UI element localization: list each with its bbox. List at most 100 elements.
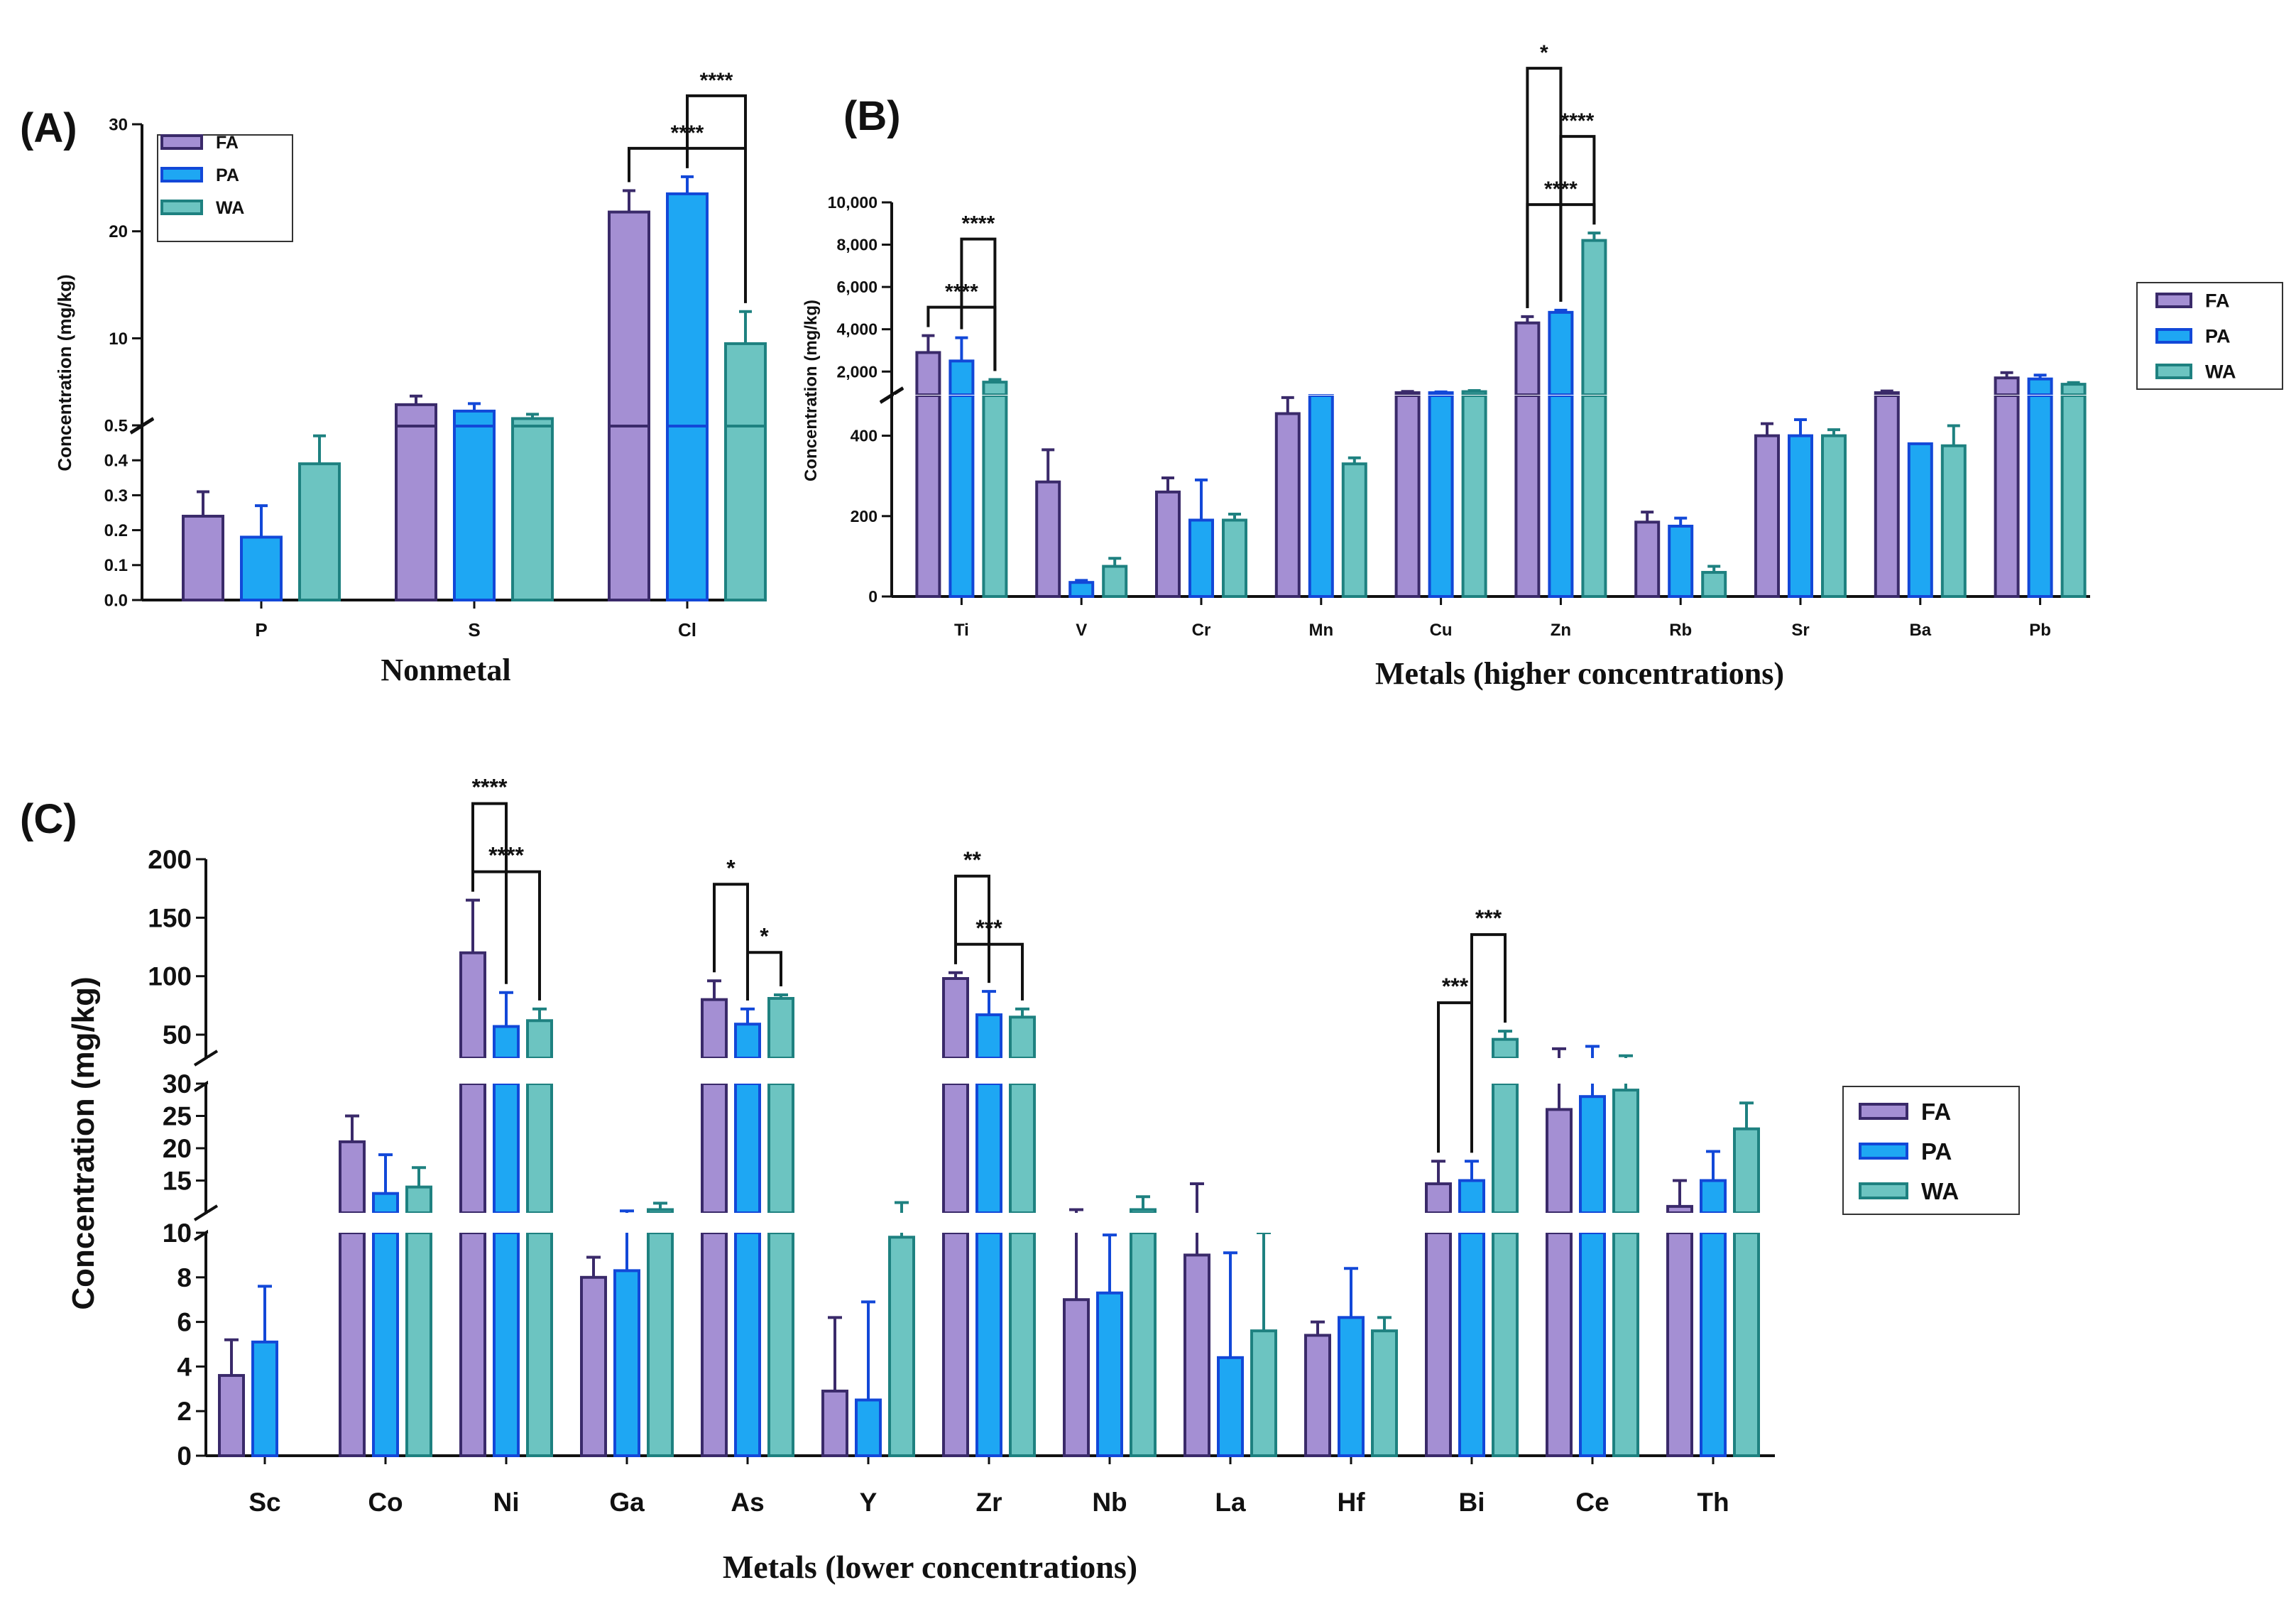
y-tick-label: 0 <box>868 587 878 606</box>
bar-pa-cr <box>1188 518 1214 599</box>
significance-bracket-as <box>713 883 749 1001</box>
category-label-cu: Cu <box>1430 621 1453 640</box>
bar-wa-pb <box>2060 394 2087 598</box>
bar-wa-cr <box>1222 518 1247 599</box>
category-label-s: S <box>468 619 480 641</box>
category-label-as: As <box>731 1488 764 1517</box>
bar-fa-bi <box>1425 1231 1452 1457</box>
bar-wa-p <box>298 462 341 601</box>
legend-swatch-pa <box>1859 1143 1908 1160</box>
legend-label-fa: FA <box>2205 290 2230 312</box>
y-tick-label: 0.3 <box>104 486 128 506</box>
bar-pa-zr <box>975 1231 1002 1457</box>
bar-fa-ga <box>580 1275 607 1458</box>
bar-wa-mn <box>1341 462 1367 598</box>
category-label-rb: Rb <box>1669 621 1692 640</box>
bar-wa-nb <box>1130 1208 1157 1214</box>
bar-fa-th <box>1666 1204 1693 1215</box>
axis-break-gap <box>208 1213 1777 1233</box>
bar-fa-pb <box>1994 376 2020 397</box>
bar-wa-th <box>1733 1127 1760 1214</box>
legend-box <box>157 134 293 242</box>
y-tick-label: 6 <box>177 1308 192 1337</box>
bar-wa-as <box>767 1231 794 1457</box>
y-tick-label: 8,000 <box>836 236 878 254</box>
bar-pa-ba <box>1907 442 1933 598</box>
bar-fa-hf <box>1304 1334 1331 1457</box>
bar-wa-ti <box>982 381 1008 397</box>
legend-swatch-fa <box>1859 1103 1908 1120</box>
bar-pa-co <box>372 1231 399 1457</box>
bar-wa-bi <box>1492 1037 1519 1060</box>
bar-wa-as <box>767 1082 794 1214</box>
y-tick-label: 4,000 <box>836 320 878 339</box>
x-axis-title: Nonmetal <box>381 653 510 687</box>
bar-wa-s <box>511 417 554 428</box>
category-label-co: Co <box>368 1488 403 1517</box>
bar-wa-as <box>767 997 794 1059</box>
legend-label-fa: FA <box>1921 1099 1951 1125</box>
bar-wa-bi <box>1492 1082 1519 1214</box>
y-axis-title: Concentration (mg/kg) <box>54 274 75 471</box>
axis-break-mark <box>879 386 904 403</box>
category-label-v: V <box>1076 621 1087 640</box>
significance-label-zn: **** <box>1561 109 1595 133</box>
significance-bracket-zr <box>954 874 990 983</box>
category-label-ni: Ni <box>493 1488 520 1517</box>
bar-fa-mn <box>1274 412 1301 598</box>
bar-wa-cl <box>724 342 767 427</box>
y-tick-label: 50 <box>163 1020 192 1050</box>
bar-fa-s <box>395 424 437 601</box>
legend-label-wa: WA <box>2205 361 2236 383</box>
significance-label-as: * <box>760 923 769 949</box>
legend-swatch-wa <box>160 200 203 215</box>
bar-wa-ba <box>1940 444 1967 598</box>
category-label-la: La <box>1215 1488 1246 1517</box>
significance-bracket-zn <box>1526 67 1563 308</box>
bar-wa-zr <box>1009 1015 1036 1059</box>
bar-pa-cl <box>666 424 709 601</box>
bar-fa-zr <box>942 1082 969 1214</box>
category-label-nb: Nb <box>1092 1488 1127 1517</box>
bar-pa-th <box>1700 1179 1727 1214</box>
bar-fa-s <box>395 403 437 427</box>
y-tick-label: 10 <box>163 1219 192 1248</box>
bar-wa-cu <box>1461 390 1487 396</box>
bar-wa-zn <box>1581 394 1607 598</box>
significance-label-bi: *** <box>1475 905 1502 931</box>
category-label-cl: Cl <box>678 619 696 641</box>
bar-wa-cu <box>1461 394 1487 598</box>
bar-pa-as <box>734 1231 761 1457</box>
bar-pa-zr <box>975 1082 1002 1214</box>
legend-swatch-pa <box>2155 328 2192 344</box>
bar-fa-co <box>339 1140 366 1215</box>
y-tick-label: 15 <box>163 1166 192 1195</box>
bar-wa-zr <box>1009 1082 1036 1214</box>
bar-pa-sr <box>1788 434 1813 598</box>
x-axis-title: Metals (lower concentrations) <box>723 1549 1137 1585</box>
bar-fa-v <box>1035 480 1061 598</box>
bar-wa-ce <box>1612 1231 1639 1457</box>
bar-fa-bi <box>1425 1182 1452 1215</box>
bar-wa-th <box>1733 1231 1760 1457</box>
bar-fa-p <box>182 514 224 601</box>
panel-label: (C) <box>20 796 77 842</box>
bar-wa-rb <box>1701 571 1727 598</box>
bar-pa-ti <box>949 359 975 397</box>
y-tick-label: 10 <box>109 329 128 349</box>
bar-pa-as <box>734 1082 761 1214</box>
legend-swatch-wa <box>2155 364 2192 379</box>
y-tick-label: 2 <box>177 1397 192 1426</box>
y-tick-label: 6,000 <box>836 278 878 296</box>
y-tick-label: 20 <box>163 1134 192 1163</box>
y-tick-label: 10,000 <box>828 193 878 212</box>
bar-pa-s <box>453 424 496 601</box>
bar-fa-th <box>1666 1231 1693 1457</box>
y-tick-label: 0 <box>177 1442 192 1471</box>
y-tick-label: 25 <box>163 1101 192 1130</box>
category-label-mn: Mn <box>1308 621 1333 640</box>
bar-wa-zr <box>1009 1231 1036 1457</box>
legend-swatch-wa <box>1859 1182 1908 1199</box>
category-label-ti: Ti <box>954 621 969 640</box>
